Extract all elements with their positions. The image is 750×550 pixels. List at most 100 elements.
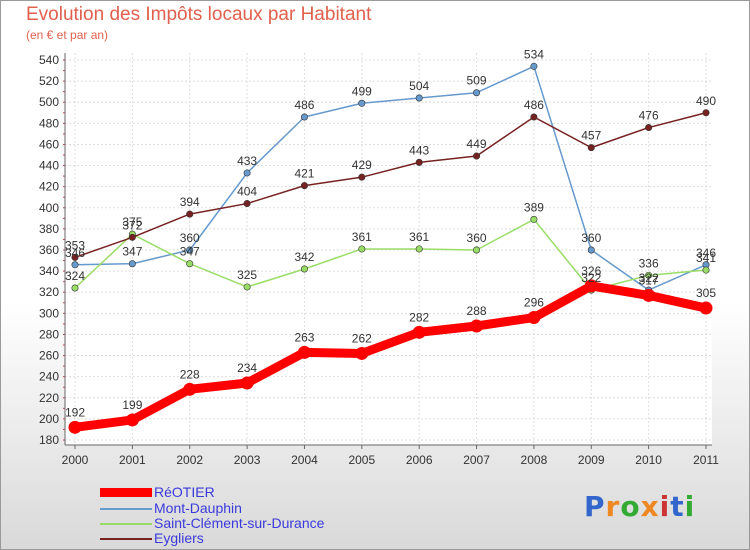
data-label: 322: [581, 271, 601, 285]
data-label: 296: [524, 296, 544, 310]
legend-label: RéOTIER: [154, 484, 215, 500]
brand-letter: i: [684, 490, 696, 523]
data-label: 336: [639, 256, 659, 270]
data-point: [699, 301, 713, 315]
data-point: [71, 261, 79, 269]
data-label: 347: [122, 245, 142, 259]
brand-logo: Proxiti: [584, 490, 695, 523]
data-point: [527, 311, 541, 325]
data-label: 433: [237, 154, 257, 168]
x-tick-label: 2001: [119, 453, 146, 467]
axes: 180 200 220 240 260 280 300 320 340 360 380 400 420 4…: [39, 53, 719, 467]
data-point: [300, 182, 308, 190]
brand-letter: i: [659, 490, 671, 523]
data-point: [358, 245, 366, 253]
data-label: 324: [65, 269, 85, 283]
y-tick-label: 480: [39, 116, 59, 130]
data-point: [125, 413, 139, 427]
data-label: 449: [467, 137, 487, 151]
data-label: 346: [696, 246, 716, 260]
legend-label: Mont-Dauphin: [154, 500, 242, 516]
x-tick-label: 2008: [521, 453, 548, 467]
brand-letter: o: [620, 490, 641, 523]
data-label: 326: [581, 264, 601, 278]
data-point: [415, 245, 423, 253]
y-tick-label: 360: [39, 243, 59, 257]
x-tick-label: 2009: [578, 453, 605, 467]
data-point: [243, 283, 251, 291]
brand-letter: t: [670, 490, 685, 523]
data-label: 192: [65, 405, 85, 419]
data-label: 360: [180, 231, 200, 245]
data-point: [645, 271, 653, 279]
data-label: 322: [639, 271, 659, 285]
y-tick-label: 460: [39, 137, 59, 151]
data-label: 404: [237, 185, 257, 199]
data-label: 347: [180, 245, 200, 259]
data-point: [240, 376, 254, 390]
y-tick-label: 400: [39, 201, 59, 215]
y-tick-label: 260: [39, 349, 59, 363]
data-point: [584, 279, 598, 293]
data-label: 234: [237, 361, 257, 375]
data-point: [702, 109, 710, 117]
data-label: 509: [467, 74, 487, 88]
data-point: [530, 215, 538, 223]
data-point: [530, 62, 538, 70]
data-point: [358, 173, 366, 181]
series-line: [74, 65, 707, 291]
legend-swatch: [100, 488, 152, 497]
x-tick-label: 2004: [291, 453, 318, 467]
legend-label: Eygliers: [154, 530, 204, 546]
data-label: 199: [122, 398, 142, 412]
data-label: 360: [581, 231, 601, 245]
data-label: 499: [352, 84, 372, 98]
y-tick-label: 380: [39, 222, 59, 236]
legend-swatch: [100, 507, 152, 510]
data-label: 457: [581, 129, 601, 143]
data-label: 341: [696, 251, 716, 265]
y-tick-label: 440: [39, 159, 59, 173]
y-tick-label: 420: [39, 180, 59, 194]
data-label: 394: [180, 195, 200, 209]
data-label: 353: [65, 238, 85, 252]
brand-letter: P: [584, 490, 606, 523]
data-point: [300, 265, 308, 273]
data-label: 346: [65, 246, 85, 260]
data-point: [71, 253, 79, 261]
data-point: [642, 288, 656, 302]
y-tick-label: 200: [39, 412, 59, 426]
data-label: 361: [409, 230, 429, 244]
legend-item[interactable]: RéOTIER: [100, 484, 400, 500]
data-point: [128, 260, 136, 268]
y-tick-label: 500: [39, 95, 59, 109]
data-label: 429: [352, 158, 372, 172]
x-tick-label: 2007: [463, 453, 490, 467]
legend-item[interactable]: Eygliers: [100, 530, 400, 546]
data-label: 325: [237, 268, 257, 282]
data-label: 262: [352, 331, 372, 345]
data-point: [186, 260, 194, 268]
x-tick-label: 2011: [693, 453, 719, 467]
series-line: [74, 112, 707, 259]
chart-title: Evolution des Impôts locaux par Habitant: [26, 4, 372, 25]
legend-label: Saint-Clément-sur-Durance: [154, 515, 325, 531]
data-label: 360: [467, 231, 487, 245]
data-label: 228: [180, 367, 200, 381]
data-point: [645, 124, 653, 132]
y-tick-label: 300: [39, 306, 59, 320]
legend-item[interactable]: Saint-Clément-sur-Durance: [100, 515, 400, 531]
x-tick-label: 2005: [348, 453, 375, 467]
data-point: [473, 152, 481, 160]
y-tick-label: 340: [39, 264, 59, 278]
data-label: 372: [122, 218, 142, 232]
data-label: 490: [696, 94, 716, 108]
x-tick-label: 2003: [234, 453, 261, 467]
y-tick-label: 240: [39, 370, 59, 384]
data-label: 389: [524, 200, 544, 214]
data-point: [587, 246, 595, 254]
legend-item[interactable]: Mont-Dauphin: [100, 500, 400, 516]
y-tick-label: 180: [39, 433, 59, 447]
data-point: [415, 94, 423, 102]
